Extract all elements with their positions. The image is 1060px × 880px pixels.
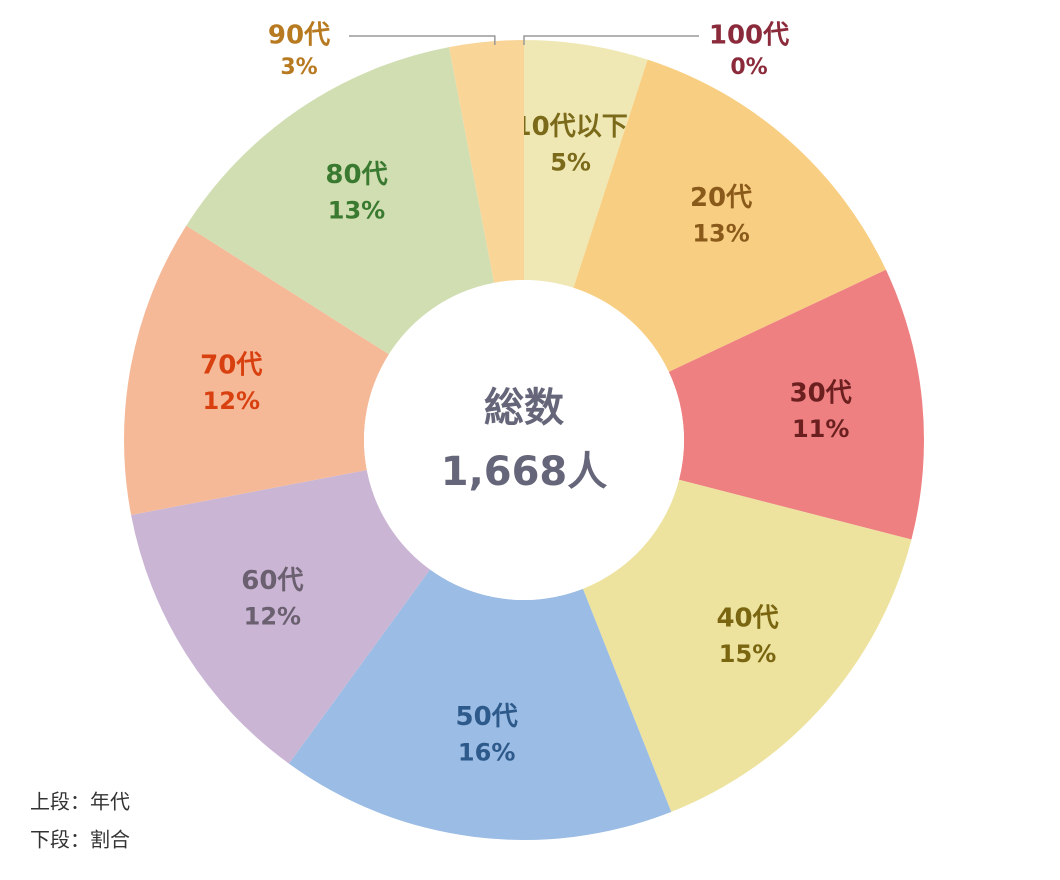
value-label: 13% — [692, 219, 749, 247]
value-label: 0% — [730, 55, 767, 80]
value-label: 13% — [328, 197, 385, 225]
slice-label: 30代 — [790, 378, 852, 408]
slice — [449, 40, 524, 283]
center-value: 1,668人 — [441, 449, 608, 495]
slice — [124, 225, 389, 515]
slice-label: 10代以下 — [514, 112, 628, 142]
slice — [186, 47, 495, 355]
value-label: 15% — [719, 640, 776, 668]
slice-label: 50代 — [456, 702, 518, 732]
donut-hole — [364, 280, 684, 600]
slice — [668, 269, 924, 540]
value-label: 16% — [458, 739, 515, 767]
center-title: 総数 — [484, 385, 564, 431]
value-label: 3% — [280, 55, 317, 80]
note: 上段：年代 — [30, 790, 130, 814]
slice — [582, 479, 912, 812]
leader-line — [349, 35, 496, 45]
note: 下段：割合 — [30, 828, 130, 852]
value-label: 5% — [550, 149, 591, 177]
value-label: 12% — [203, 387, 260, 415]
slice — [288, 569, 672, 840]
slice-label: 80代 — [325, 160, 387, 190]
slice — [524, 40, 648, 288]
slice — [573, 59, 886, 372]
slice-label: 60代 — [241, 566, 303, 596]
value-label: 11% — [792, 415, 849, 443]
slice-label: 20代 — [690, 183, 752, 213]
value-label: 12% — [244, 603, 301, 631]
slice-label: 70代 — [200, 351, 262, 381]
slice-label: 40代 — [716, 604, 778, 634]
slice — [131, 469, 430, 764]
slice-label: 90代 — [268, 21, 330, 51]
leader-line — [523, 35, 699, 45]
slice-label: 100代 — [709, 21, 789, 51]
